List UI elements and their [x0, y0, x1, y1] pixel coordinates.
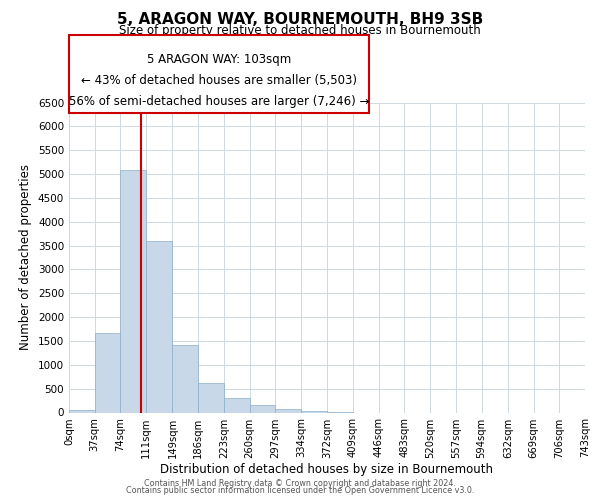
Text: 56% of semi-detached houses are larger (7,246) →: 56% of semi-detached houses are larger (… — [69, 96, 369, 108]
Bar — [69, 410, 95, 412]
Bar — [301, 411, 328, 412]
Text: Contains HM Land Registry data © Crown copyright and database right 2024.: Contains HM Land Registry data © Crown c… — [144, 478, 456, 488]
Bar — [224, 398, 250, 412]
Y-axis label: Number of detached properties: Number of detached properties — [19, 164, 32, 350]
Bar — [198, 384, 224, 412]
Text: ← 43% of detached houses are smaller (5,503): ← 43% of detached houses are smaller (5,… — [81, 74, 357, 87]
Bar — [172, 345, 198, 412]
Bar — [95, 333, 121, 412]
X-axis label: Distribution of detached houses by size in Bournemouth: Distribution of detached houses by size … — [161, 464, 493, 476]
Text: 5, ARAGON WAY, BOURNEMOUTH, BH9 3SB: 5, ARAGON WAY, BOURNEMOUTH, BH9 3SB — [117, 12, 483, 28]
Bar — [275, 409, 301, 412]
Text: 5 ARAGON WAY: 103sqm: 5 ARAGON WAY: 103sqm — [147, 52, 291, 66]
Bar — [250, 405, 275, 412]
Bar — [146, 242, 172, 412]
Bar — [121, 170, 146, 412]
Text: Size of property relative to detached houses in Bournemouth: Size of property relative to detached ho… — [119, 24, 481, 37]
Text: Contains public sector information licensed under the Open Government Licence v3: Contains public sector information licen… — [126, 486, 474, 495]
